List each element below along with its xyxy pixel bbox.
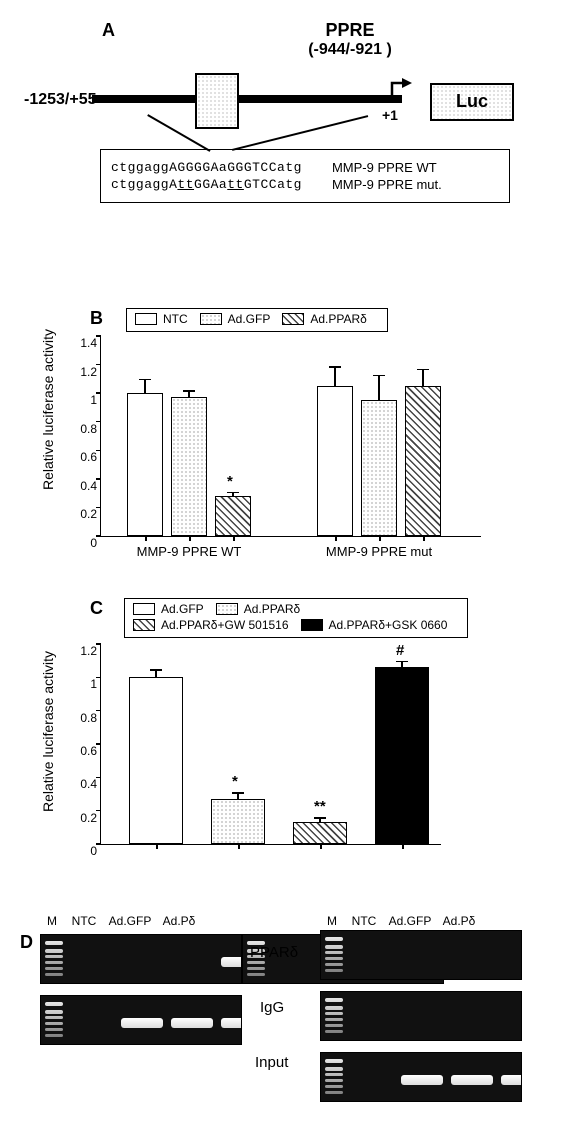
ytick-label: 0.8 [80, 422, 97, 436]
tss-plus1: +1 [382, 107, 398, 123]
gel-lane-label: Ad.Pδ [438, 914, 480, 928]
ytick-label: 0.6 [80, 450, 97, 464]
legend-label: Ad.PPARδ+GSK 0660 [329, 618, 448, 632]
legend-item: NTC [135, 312, 188, 326]
panel-a-label: A [102, 20, 115, 41]
gel-lane-label: M [320, 914, 344, 928]
chart-bar [375, 667, 429, 844]
x-category-label: MMP-9 PPRE WT [109, 544, 269, 559]
promoter-bar [92, 95, 402, 103]
panel-d-label: D [20, 932, 33, 953]
chart-bar [129, 677, 183, 844]
gel-row-label-igg: IgG [260, 999, 284, 1016]
gel-row-label-ppar: PPARδ [250, 944, 298, 961]
legend-swatch [282, 313, 304, 325]
legend-label: Ad.GFP [228, 312, 271, 326]
significance-marker: ** [314, 798, 326, 815]
x-category-label: MMP-9 PPRE mut [299, 544, 459, 559]
ytick-label: 1 [90, 677, 97, 691]
gel-row-label-input: Input [255, 1054, 288, 1071]
ytick-label: 0.4 [80, 479, 97, 493]
construct-diagram: -1253/+55 +1 Luc [30, 67, 550, 127]
panel-c: C Ad.GFPAd.PPARδAd.PPARδ+GW 501516Ad.PPA… [30, 602, 550, 902]
gel-lane-label: NTC [66, 914, 102, 928]
chart-bar [171, 397, 207, 536]
chart-bar [317, 386, 353, 536]
legend-swatch [135, 313, 157, 325]
ytick-label: 0.4 [80, 777, 97, 791]
legend-label: Ad.GFP [161, 602, 204, 616]
significance-marker: * [227, 473, 233, 490]
legend-item: Ad.GFP [133, 602, 204, 616]
ytick-label: 0.2 [80, 507, 97, 521]
gel-lane-label: Ad.GFP [384, 914, 436, 928]
ppre-coords: (-944/-921 ) [150, 41, 550, 59]
legend-swatch [216, 603, 238, 615]
panel-b-legend: NTC Ad.GFP Ad.PPARδ [126, 308, 388, 332]
panel-c-legend: Ad.GFP Ad.PPARδ Ad.PPARδ+GW 501516 Ad.PPARδ… [124, 598, 468, 638]
panel-b-label: B [90, 308, 103, 329]
gel-lane-label: NTC [346, 914, 382, 928]
chart-bar [405, 386, 441, 536]
ytick-label: 1.2 [80, 644, 97, 658]
panel-de-row: D E MNTCAd.GFPAd.Pδ MNTCAd.GFPAd.Pδ PPAR… [30, 914, 550, 1104]
seq-mut-name: MMP-9 PPRE mut. [332, 177, 499, 192]
legend-label: Ad.PPARδ+GW 501516 [161, 618, 289, 632]
gel-lane-label: Ad.Pδ [158, 914, 200, 928]
legend-item: Ad.GFP [200, 312, 271, 326]
gel-lane-label: M [40, 914, 64, 928]
legend-swatch [133, 619, 155, 631]
gel-lane-label: Ad.GFP [104, 914, 156, 928]
construct-left-label: -1253/+55 [24, 91, 97, 109]
tss-arrow-icon [388, 77, 414, 97]
ytick-label: 1.2 [80, 365, 97, 379]
gel-image [40, 995, 242, 1045]
legend-item: Ad.PPARδ+GSK 0660 [301, 618, 448, 632]
gel-lane-header: MNTCAd.GFPAd.Pδ [320, 914, 550, 928]
panel-c-label: C [90, 598, 103, 619]
legend-swatch [133, 603, 155, 615]
ytick-label: 0.6 [80, 744, 97, 758]
gel-image [40, 934, 242, 984]
sequence-box: ctggaggAGGGGAaGGGTCCatg MMP-9 PPRE WT ct… [100, 149, 510, 203]
legend-label: Ad.PPARδ [244, 602, 300, 616]
panel-a: A PPRE (-944/-921 ) -1253/+55 +1 Luc ctg… [30, 20, 550, 300]
chart-bar [361, 400, 397, 536]
panel-c-ylabel: Relative luciferase activity [40, 651, 56, 812]
ytick-label: 0.8 [80, 711, 97, 725]
luc-box: Luc [430, 83, 514, 121]
chart-bar [127, 393, 163, 536]
legend-item: Ad.PPARδ+GW 501516 [133, 618, 289, 632]
panel-c-plot: 00.20.40.60.811.2***# [100, 644, 441, 845]
chart-bar [215, 496, 251, 536]
gel-image [320, 991, 522, 1041]
legend-swatch [200, 313, 222, 325]
ppre-box [195, 73, 239, 129]
legend-label: NTC [163, 312, 188, 326]
ppre-title: PPRE [150, 20, 550, 41]
legend-swatch [301, 619, 323, 631]
legend-item: Ad.PPARδ [216, 602, 300, 616]
significance-marker: * [232, 773, 238, 790]
ytick-label: 1 [90, 393, 97, 407]
gel-image [320, 930, 522, 980]
seq-wt: ctggaggAGGGGAaGGGTCCatg [111, 160, 302, 175]
legend-item: Ad.PPARδ [282, 312, 366, 326]
gel-image [320, 1052, 522, 1102]
gel-e: MNTCAd.GFPAd.Pδ [320, 914, 550, 1107]
seq-wt-name: MMP-9 PPRE WT [332, 160, 499, 175]
ytick-label: 0 [90, 536, 97, 550]
ytick-label: 0 [90, 844, 97, 858]
chart-bar [293, 822, 347, 844]
panel-b: B NTC Ad.GFP Ad.PPARδ Relative luciferase … [30, 310, 550, 590]
panel-b-plot: 00.20.40.60.811.21.4*MMP-9 PPRE WTMMP-9 … [100, 336, 481, 537]
legend-label: Ad.PPARδ [310, 312, 366, 326]
seq-mut: ctggaggAttGGAattGTCCatg [111, 177, 302, 192]
significance-marker: # [396, 642, 404, 659]
panel-b-ylabel: Relative luciferase activity [40, 329, 56, 490]
ytick-label: 0.2 [80, 811, 97, 825]
ytick-label: 1.4 [80, 336, 97, 350]
chart-bar [211, 799, 265, 844]
